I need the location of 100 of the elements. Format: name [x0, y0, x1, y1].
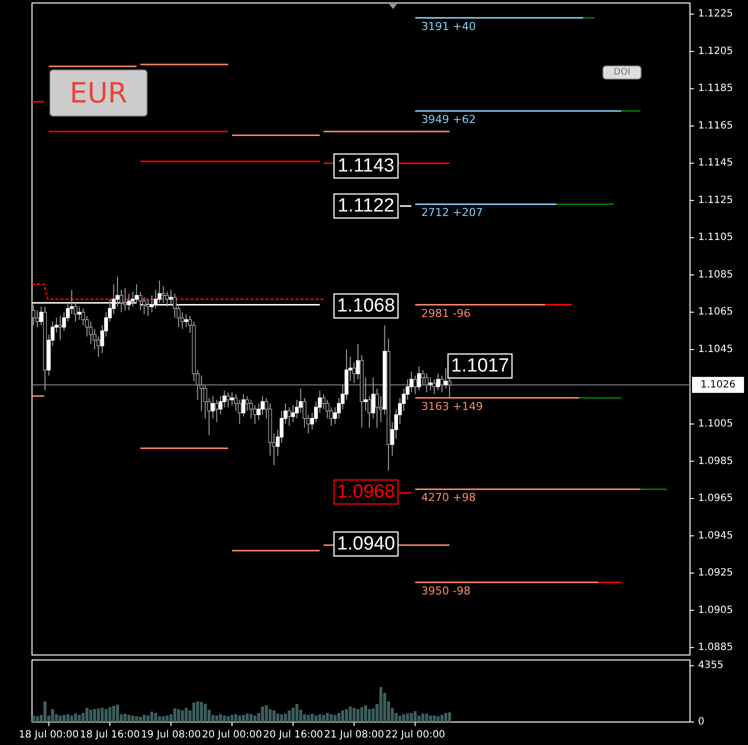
y-tick-label: 1.0925	[698, 568, 733, 579]
bar	[150, 712, 154, 722]
bar	[196, 701, 200, 722]
y-tick-label: 0	[698, 716, 704, 728]
bar	[177, 709, 180, 722]
bar	[250, 714, 253, 722]
y-tick-label: 1.1165	[698, 120, 733, 132]
y-tick-label: 4355	[698, 660, 724, 672]
bar	[440, 714, 444, 722]
bar	[276, 714, 280, 722]
bar	[372, 708, 375, 722]
series-label: 3191 +40	[421, 20, 476, 33]
x-tick-label: 18 Jul 16:00	[80, 730, 140, 740]
bar	[215, 716, 218, 722]
x-tick-label: 18 Jul 00:00	[18, 730, 79, 740]
y-tick-label: 1.0965	[698, 493, 733, 504]
annotation: 1.1122	[338, 196, 394, 216]
bar	[85, 708, 88, 722]
series-label: 2981 -96	[421, 306, 471, 320]
bar	[318, 714, 322, 722]
y-tick-label: 1.1145	[698, 158, 733, 169]
candlestick	[428, 376, 432, 391]
bar	[264, 705, 268, 722]
bar	[142, 714, 146, 722]
bar	[406, 714, 410, 722]
bar	[58, 716, 62, 722]
candlestick	[77, 306, 82, 320]
bar	[272, 710, 276, 722]
candlestick	[436, 373, 440, 391]
series-label: 3950 -98	[421, 584, 471, 598]
y-tick-label: 1.1225	[698, 8, 733, 20]
bar	[379, 687, 382, 722]
annotation: 1.0968	[336, 482, 396, 502]
candlestick	[32, 304, 36, 326]
bar	[158, 716, 161, 722]
bar	[104, 709, 108, 722]
bar	[268, 709, 272, 722]
bar	[398, 716, 402, 722]
bar	[428, 716, 432, 722]
bar	[402, 714, 406, 722]
bar	[51, 709, 54, 722]
bar	[66, 714, 70, 722]
bar	[226, 716, 230, 722]
bar	[326, 712, 329, 722]
bar	[306, 714, 310, 722]
annotation: 1.1068	[336, 296, 396, 316]
bar	[292, 708, 295, 722]
candlestick	[146, 298, 150, 316]
bar	[344, 709, 348, 722]
x-tick-label: 20 Jul 16:00	[263, 730, 324, 740]
candlestick	[432, 378, 436, 395]
bar	[74, 714, 78, 722]
bar	[204, 704, 207, 722]
bar	[184, 708, 188, 722]
bar	[288, 710, 291, 722]
bar	[219, 714, 222, 722]
bar	[314, 716, 318, 722]
y-tick-label: 1.1065	[698, 306, 733, 318]
annotation: 1.0940	[336, 534, 396, 554]
bar	[425, 714, 428, 722]
bar	[162, 716, 165, 722]
bar	[166, 716, 169, 722]
bar	[93, 709, 96, 722]
bar	[337, 712, 340, 722]
bar	[138, 716, 142, 722]
bar	[356, 709, 360, 722]
bar	[352, 708, 356, 722]
bar	[222, 716, 226, 722]
bar	[334, 714, 337, 722]
bar	[135, 716, 138, 722]
bar	[116, 704, 119, 722]
bar	[410, 712, 413, 722]
y-tick-label: 1.0945	[698, 530, 733, 542]
y-tick-label: 1.1105	[698, 232, 733, 244]
x-tick-label: 19 Jul 08:00	[140, 730, 201, 740]
bar	[322, 714, 326, 722]
bar	[421, 714, 424, 722]
bar	[32, 716, 36, 722]
candlestick	[375, 388, 379, 428]
candlestick	[230, 392, 234, 406]
bar	[43, 701, 46, 722]
bar	[192, 702, 196, 722]
bar	[280, 714, 284, 722]
y-tick-label: 1.0985	[698, 456, 733, 467]
bar	[341, 710, 344, 722]
series-label: 3949 +62	[421, 113, 476, 126]
candlestick	[211, 396, 215, 419]
candlestick	[214, 399, 219, 423]
bar	[180, 710, 184, 722]
bar	[234, 714, 238, 722]
series-label: 2712 +207	[421, 206, 483, 220]
x-tick-label: 21 Jul 08:00	[324, 730, 384, 740]
bar	[414, 711, 417, 722]
y-tick-label: 1.1125	[698, 194, 733, 206]
candlestick	[226, 392, 230, 408]
button: EUR	[50, 70, 148, 116]
bar	[200, 702, 203, 722]
bar	[154, 712, 158, 722]
bar	[112, 706, 116, 722]
y-tick-label: 1.1185	[698, 83, 733, 94]
